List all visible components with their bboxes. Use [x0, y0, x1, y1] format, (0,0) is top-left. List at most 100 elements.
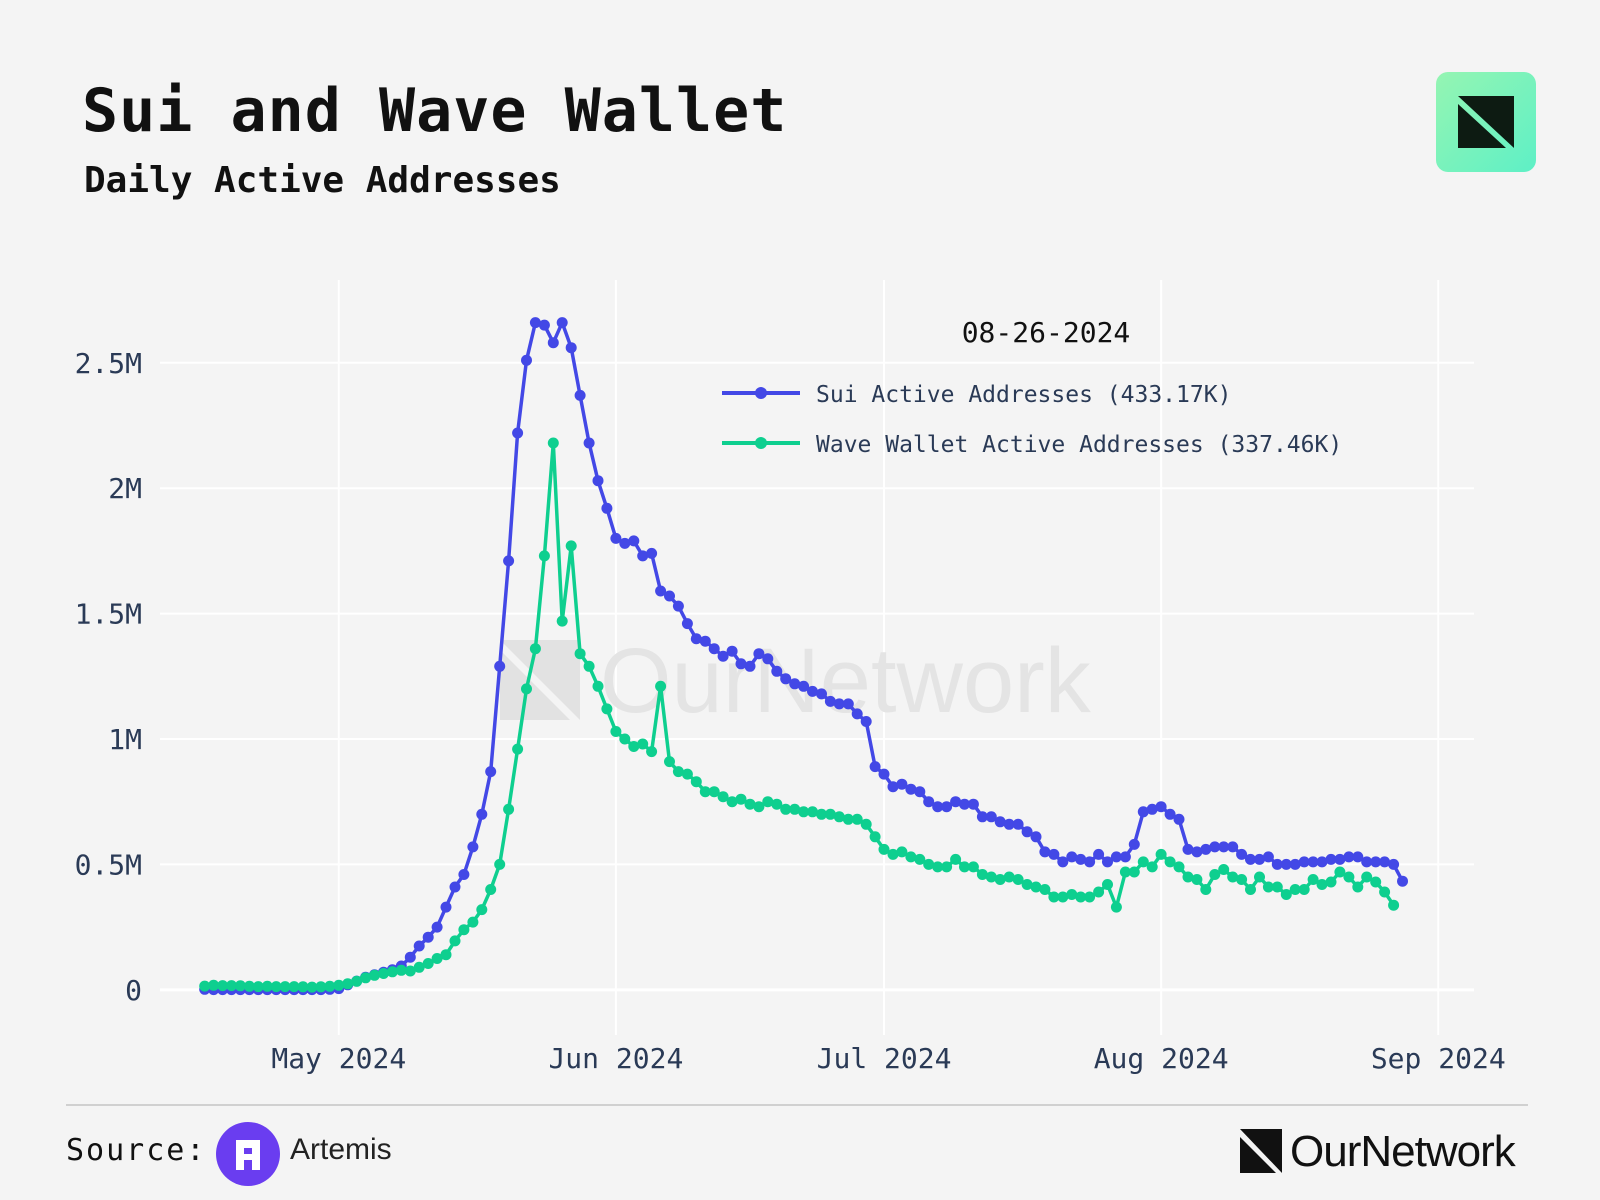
data-point-wave — [1182, 871, 1194, 883]
data-point-sui — [1316, 856, 1328, 868]
data-point-sui — [431, 921, 443, 933]
data-point-wave — [252, 981, 264, 993]
data-point-wave — [646, 746, 658, 758]
data-point-wave — [1128, 866, 1140, 878]
data-point-wave — [735, 793, 747, 805]
data-point-wave — [833, 811, 845, 823]
data-point-sui — [842, 698, 854, 710]
data-point-wave — [467, 916, 479, 928]
data-point-wave — [628, 741, 640, 752]
x-tick-label: Sep 2024 — [1371, 1042, 1506, 1075]
data-point-wave — [333, 979, 345, 991]
data-point-wave — [967, 861, 979, 873]
data-point-sui — [601, 502, 613, 514]
data-point-sui — [905, 783, 917, 795]
data-point-wave — [422, 958, 434, 969]
data-point-sui — [583, 437, 595, 449]
data-point-sui — [1155, 801, 1167, 813]
data-point-wave — [610, 726, 622, 737]
data-point-wave — [816, 808, 827, 820]
data-point-sui — [619, 537, 631, 549]
data-point-sui — [512, 427, 524, 439]
data-point-wave — [655, 680, 667, 692]
data-point-sui — [628, 535, 640, 547]
data-point-sui — [932, 801, 944, 813]
data-point-wave — [1003, 871, 1015, 883]
data-point-wave — [1155, 848, 1167, 860]
data-point-wave — [1298, 884, 1310, 895]
data-point-sui — [744, 660, 756, 672]
data-point-wave — [1021, 879, 1033, 890]
data-point-wave — [449, 935, 461, 947]
data-point-sui — [1379, 856, 1391, 868]
data-point-wave — [717, 791, 729, 803]
x-axis: May 2024 Jun 2024 Jul 2024 Aug 2024 Sep 2024 — [271, 1042, 1505, 1075]
data-point-sui — [1048, 848, 1060, 860]
data-point-sui — [1361, 856, 1373, 868]
data-point-wave — [905, 851, 917, 863]
data-point-sui — [1003, 818, 1015, 830]
data-point-sui — [1102, 856, 1113, 868]
data-point-sui — [1164, 808, 1176, 820]
data-point-wave — [458, 924, 470, 936]
data-point-wave — [1048, 891, 1060, 903]
data-point-sui — [690, 633, 702, 645]
x-tick-label: Jun 2024 — [548, 1042, 683, 1075]
legend-label-sui: Sui Active Addresses (433.17K) — [816, 382, 1231, 408]
data-point-sui — [717, 650, 729, 662]
data-point-sui — [1084, 856, 1096, 868]
data-point-sui — [574, 389, 586, 401]
data-point-sui — [1128, 838, 1140, 850]
data-point-sui — [1137, 806, 1149, 818]
data-point-sui — [726, 645, 738, 657]
x-tick-label: Jul 2024 — [817, 1042, 952, 1075]
data-point-wave — [395, 964, 407, 976]
legend-item-sui[interactable]: Sui Active Addresses (433.17K) — [722, 382, 1231, 408]
data-point-wave — [1370, 876, 1382, 888]
data-point-wave — [261, 980, 273, 992]
data-point-wave — [1361, 871, 1373, 883]
data-point-sui — [1218, 841, 1230, 853]
data-point-sui — [646, 547, 658, 559]
data-point-wave — [699, 786, 711, 798]
data-point-sui — [476, 808, 488, 820]
data-point-sui — [503, 555, 515, 567]
data-point-sui — [1388, 858, 1400, 870]
data-point-wave — [923, 858, 935, 870]
data-point-wave — [512, 743, 524, 755]
data-point-wave — [1164, 856, 1176, 868]
data-point-wave — [431, 953, 443, 964]
y-tick-label: 0 — [125, 974, 142, 1007]
data-point-sui — [1021, 826, 1033, 838]
data-point-wave — [1057, 891, 1069, 903]
data-point-wave — [1209, 869, 1221, 880]
ournetwork-brand-icon — [1240, 1129, 1282, 1173]
y-tick-label: 2M — [108, 472, 142, 505]
data-point-wave — [789, 803, 801, 815]
data-point-wave — [386, 966, 398, 978]
data-point-wave — [342, 978, 354, 990]
data-point-wave — [1254, 871, 1265, 883]
data-point-wave — [226, 980, 237, 992]
data-point-wave — [1173, 861, 1185, 873]
data-point-sui — [1075, 853, 1087, 865]
data-point-wave — [744, 798, 756, 810]
data-point-wave — [1343, 871, 1355, 883]
data-point-sui — [735, 658, 747, 670]
data-point-wave — [1110, 901, 1122, 913]
data-point-wave — [565, 540, 577, 552]
data-point-wave — [672, 766, 684, 778]
data-point-wave — [1262, 881, 1274, 893]
legend-label-wave: Wave Wallet Active Addresses (337.46K) — [816, 432, 1342, 458]
data-point-wave — [1388, 899, 1400, 911]
data-point-wave — [1334, 866, 1346, 878]
data-point-wave — [404, 965, 416, 977]
data-point-wave — [315, 981, 327, 993]
legend-item-wave[interactable]: Wave Wallet Active Addresses (337.46K) — [722, 432, 1342, 458]
y-tick-label: 1.5M — [75, 598, 142, 631]
data-point-sui — [798, 680, 810, 692]
data-point-sui — [485, 766, 497, 778]
legend[interactable]: 08-26-2024 Sui Active Addresses (433.17K… — [722, 316, 1342, 458]
data-point-sui — [699, 635, 711, 647]
hover-date: 08-26-2024 — [962, 316, 1131, 349]
